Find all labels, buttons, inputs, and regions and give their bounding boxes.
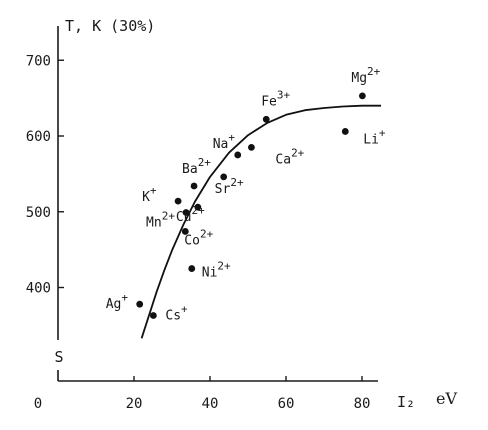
y-axis-break-symbol: S (54, 348, 63, 366)
data-point (248, 143, 255, 151)
x-tick-label: 60 (278, 396, 295, 412)
point-label: Li+ (363, 126, 386, 147)
point-label: Na+ (213, 131, 236, 152)
fit-curve (140, 104, 381, 339)
x-tick-label: 0 (34, 396, 42, 412)
point-label: Ni2+ (202, 260, 231, 281)
point-label: Mn2+ (146, 210, 175, 231)
point-label: Ca2+ (275, 146, 304, 167)
data-point (358, 92, 366, 100)
point-label: K+ (142, 184, 157, 205)
data-point (149, 312, 157, 319)
point-label: Ag+ (106, 291, 129, 312)
x-axis-label: I₂ (397, 393, 415, 411)
x-axis-unit: eV (436, 389, 457, 408)
data-point (174, 197, 182, 205)
x-tick-label: 40 (202, 396, 219, 412)
point-label: Sr2+ (215, 176, 244, 197)
y-tick-label: 400 (26, 281, 51, 297)
data-point (234, 151, 242, 159)
point-label: Co2+ (184, 227, 213, 248)
data-point (182, 209, 190, 216)
axes: S (54, 26, 378, 382)
y-tick-label: 700 (26, 53, 51, 69)
data-point (220, 173, 228, 181)
point-label: Fe3+ (261, 88, 290, 109)
fit-curve-layer (140, 104, 381, 339)
data-point (181, 228, 189, 235)
data-point (341, 128, 349, 135)
data-point (190, 182, 198, 190)
point-label: Ba2+ (182, 156, 211, 177)
data-point (262, 115, 270, 123)
data-point (188, 265, 196, 272)
y-tick-label: 500 (26, 205, 51, 221)
point-label: Mg2+ (351, 65, 380, 86)
x-tick-label: 80 (354, 396, 371, 412)
point-label: Cu2+ (176, 204, 205, 225)
data-point (194, 203, 202, 211)
point-label: Cs+ (165, 303, 188, 324)
y-tick-label: 600 (26, 129, 51, 145)
points-layer: Ag+ Cs+ K+ Mn2+ Co2+ Ba2+ Cu2+ Ni2+ Sr2+ Na+ Ca2+ F… (106, 65, 386, 324)
y-axis-label: T, K (30%) (65, 17, 155, 35)
data-point (136, 300, 144, 308)
ticks: 0 20 40 60 80 400 500 600 700 (26, 53, 371, 412)
x-tick-label: 20 (126, 396, 143, 412)
